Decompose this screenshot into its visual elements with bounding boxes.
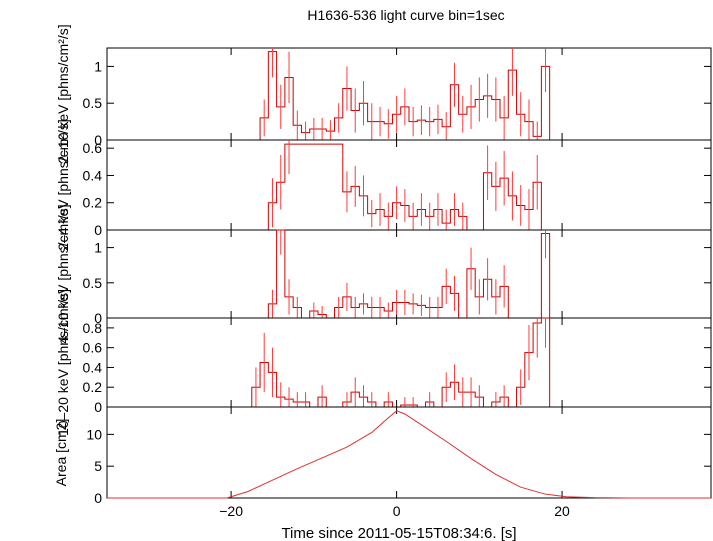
panel-4-ytick-label: 0.2 — [83, 379, 103, 395]
panel-2-ylabel: 2–4 keV [phns/cm²/s] — [55, 119, 71, 251]
panel-5-frame — [106, 406, 712, 499]
x-tick-label: 20 — [554, 503, 570, 519]
panel-1-step-line — [107, 51, 711, 141]
panel-2-step-line — [107, 143, 711, 231]
panel-4-ytick-label: 0.6 — [83, 340, 103, 356]
panel-1-frame — [106, 47, 712, 141]
panel-1-ylabel: 2–10 keV [phns/cm²/s] — [55, 24, 71, 163]
x-tick-label: −20 — [219, 503, 243, 519]
panel-2-ytick-label: 0.2 — [83, 195, 103, 211]
x-axis-label: Time since 2011-05-15T08:34:6. [s] — [281, 525, 516, 541]
panel-3-ytick-label: 0.5 — [83, 275, 103, 291]
panel-4-ytick-label: 0.8 — [83, 320, 103, 336]
panel-4-ytick-label: 0.4 — [83, 359, 103, 375]
area-curve — [107, 410, 711, 499]
panel-3-frame — [106, 229, 712, 319]
x-tick-label: 0 — [393, 503, 401, 519]
panel-4: 0 0.2 0.4 0.6 0.8 10–20 keV [phns/cm²/s] — [55, 289, 712, 436]
panel-4-frame — [106, 317, 712, 408]
panel-5-ylabel: Area [cm2] — [53, 419, 69, 487]
panel-3-ylabel: 4–10 keV [phns/cm²/s] — [55, 204, 71, 343]
panel-1: 0 0.5 1 2–10 keV [phns/cm²/s] — [55, 24, 712, 164]
chart-title: H1636-536 light curve bin=1sec — [307, 7, 504, 23]
panel-4-ytick-label: 0 — [94, 399, 102, 415]
panel-4-ylabel: 10–20 keV [phns/cm²/s] — [55, 289, 71, 436]
panel-2: 0 0.2 0.4 0.6 2–4 keV [phns/cm²/s] — [55, 119, 712, 251]
panel-2-ytick-label: 0.6 — [83, 140, 103, 156]
panel-2-ytick-label: 0 — [94, 222, 102, 238]
panel-5: 0 5 10 Area [cm2] −20 0 20 — [53, 406, 712, 519]
panel-5-ytick-label: 0 — [94, 490, 102, 506]
panel-2-ytick-label: 0.4 — [83, 167, 103, 183]
panel-1-ytick-label: 0 — [94, 132, 102, 148]
panel-4-step-line — [107, 317, 711, 408]
panel-5-ytick-label: 10 — [86, 426, 102, 442]
panel-3: 0 0.5 1 4–10 keV [phns/cm²/s] — [55, 204, 712, 344]
panel-5-ytick-label: 5 — [94, 458, 102, 474]
panel-3-step-line — [107, 229, 711, 319]
panel-3-ytick-label: 0 — [94, 310, 102, 326]
panel-3-ytick-label: 1 — [94, 240, 102, 256]
panel-1-ytick-label: 0.5 — [83, 95, 103, 111]
panel-1-ytick-label: 1 — [94, 58, 102, 74]
